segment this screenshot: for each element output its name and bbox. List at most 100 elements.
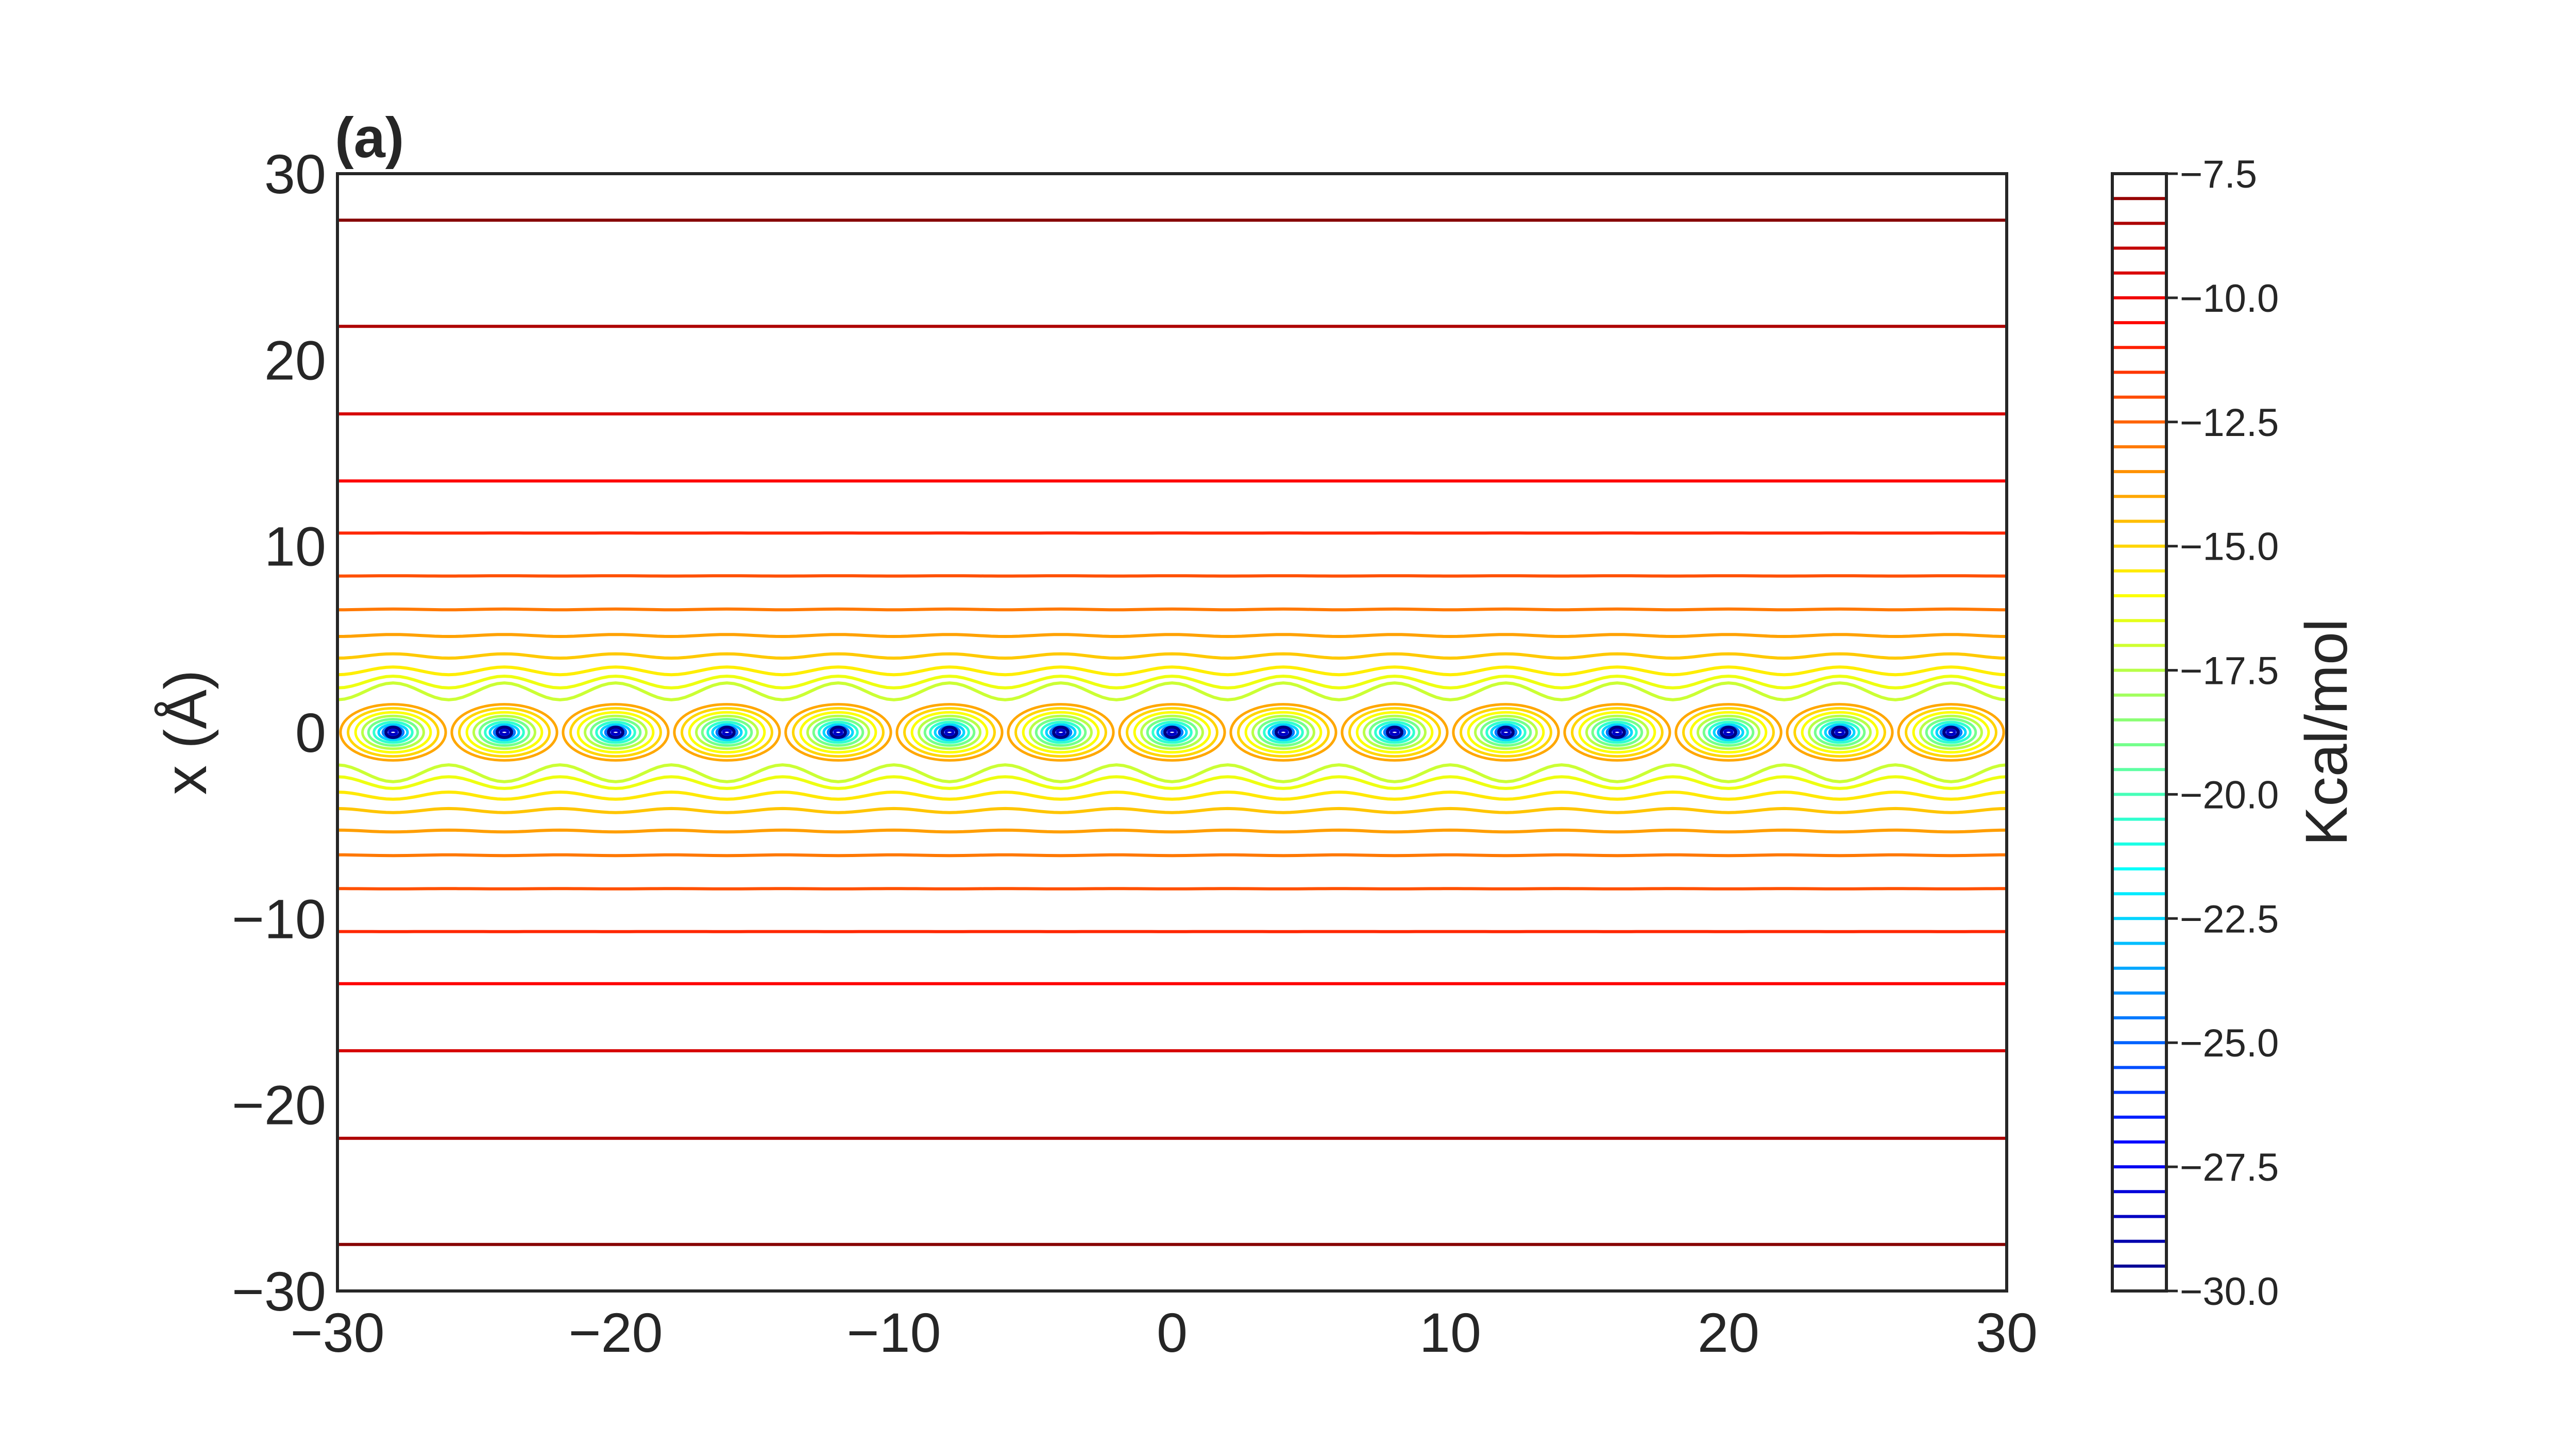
minimum-point <box>1942 726 1960 739</box>
contour-line <box>337 775 2007 790</box>
well-contour <box>1460 707 1552 758</box>
well-contour <box>1045 723 1077 742</box>
minimum-well <box>1674 703 1783 762</box>
well-contour <box>1814 718 1866 747</box>
colorbar-label: Kcal/mol <box>2294 619 2360 846</box>
colorbar-tick-label: −12.5 <box>2180 401 2279 445</box>
minimum-point <box>1497 726 1515 739</box>
well-contour <box>1363 714 1427 750</box>
y-tick-label: 0 <box>295 701 326 764</box>
y-tick-label: −10 <box>232 887 326 950</box>
x-tick-label: 10 <box>1419 1301 1481 1364</box>
well-contour <box>1022 711 1100 754</box>
well-contour <box>589 718 642 747</box>
contour-line <box>337 807 2007 814</box>
well-contour <box>1237 707 1330 758</box>
well-contour <box>818 720 859 744</box>
minimum-point <box>384 726 402 739</box>
well-contour <box>1597 720 1638 744</box>
well-contour <box>695 714 759 750</box>
well-contour <box>367 718 419 747</box>
colorbar-ticks: −30.0 −27.5 −25.0 −22.5 −20.0 −17.5 −15.0 −12.5… <box>2166 153 2279 1314</box>
well-contour <box>1140 714 1204 750</box>
well-contour <box>799 711 877 754</box>
well-contour <box>1244 711 1323 754</box>
well-contour <box>1723 729 1734 736</box>
well-contour <box>1118 703 1226 762</box>
x-tick-label: 30 <box>1976 1301 2038 1364</box>
well-contour <box>1835 729 1845 736</box>
well-contour <box>1912 711 1990 754</box>
y-tick-label: 20 <box>264 329 326 391</box>
minimum-well <box>784 703 892 762</box>
colorbar-tick-label: −22.5 <box>2180 897 2279 941</box>
well-contour <box>1786 703 1894 762</box>
well-contour <box>1341 703 1449 762</box>
contour-line <box>337 675 2007 690</box>
well-contour <box>1697 714 1760 750</box>
well-contour <box>806 714 870 750</box>
well-contour <box>361 714 425 750</box>
colorbar-tick-label: −15.0 <box>2180 525 2279 569</box>
minimum-well <box>673 703 781 762</box>
well-contour <box>372 720 414 744</box>
potential-minima <box>339 703 2005 762</box>
contour-lines <box>337 219 2007 1246</box>
well-contour <box>1126 707 1218 758</box>
well-contour <box>1167 729 1177 736</box>
well-contour <box>1267 723 1299 742</box>
well-contour <box>1029 714 1093 750</box>
well-contour <box>1040 720 1081 744</box>
well-contour <box>339 703 447 762</box>
well-contour <box>1897 703 2005 762</box>
well-contour <box>499 729 510 736</box>
well-contour <box>562 703 670 762</box>
well-contour <box>1480 718 1532 747</box>
contour-line <box>337 763 2007 783</box>
well-contour <box>1905 707 1997 758</box>
well-contour <box>347 707 439 758</box>
well-contour <box>1257 718 1310 747</box>
colorbar-tick-label: −30.0 <box>2180 1270 2279 1314</box>
well-contour <box>472 714 536 750</box>
minimum-point <box>1831 726 1849 739</box>
well-contour <box>1501 729 1511 736</box>
well-contour <box>1935 723 1967 742</box>
well-contour <box>569 707 662 758</box>
minimum-point <box>1163 726 1181 739</box>
well-contour <box>1591 718 1643 747</box>
minimum-well <box>450 703 558 762</box>
contour-line <box>337 828 2007 834</box>
well-contour <box>1474 714 1538 750</box>
well-contour <box>1946 729 1956 736</box>
well-contour <box>1368 718 1421 747</box>
well-contour <box>488 723 520 742</box>
minimum-well <box>339 703 447 762</box>
well-contour <box>1151 720 1193 744</box>
minimum-point <box>829 726 847 739</box>
well-contour <box>600 723 632 742</box>
well-contour <box>895 703 1004 762</box>
well-contour <box>910 711 989 754</box>
x-tick-label: −30 <box>290 1301 384 1364</box>
minimum-well <box>1341 703 1449 762</box>
well-contour <box>1793 707 1886 758</box>
colorbar-frame <box>2111 172 2168 1293</box>
well-contour <box>377 723 409 742</box>
well-contour <box>1035 718 1087 747</box>
well-contour <box>722 729 732 736</box>
minimum-well <box>1229 703 1337 762</box>
well-contour <box>577 711 655 754</box>
well-contour <box>1578 711 1656 754</box>
well-contour <box>1571 707 1664 758</box>
well-contour <box>1689 711 1768 754</box>
well-contour <box>1490 723 1522 742</box>
well-contour <box>1263 720 1304 744</box>
minimum-well <box>1452 703 1560 762</box>
well-contour <box>944 729 955 736</box>
well-contour <box>918 714 981 750</box>
well-contour <box>1563 703 1671 762</box>
well-contour <box>1585 714 1649 750</box>
well-contour <box>681 707 773 758</box>
well-contour <box>822 723 854 742</box>
